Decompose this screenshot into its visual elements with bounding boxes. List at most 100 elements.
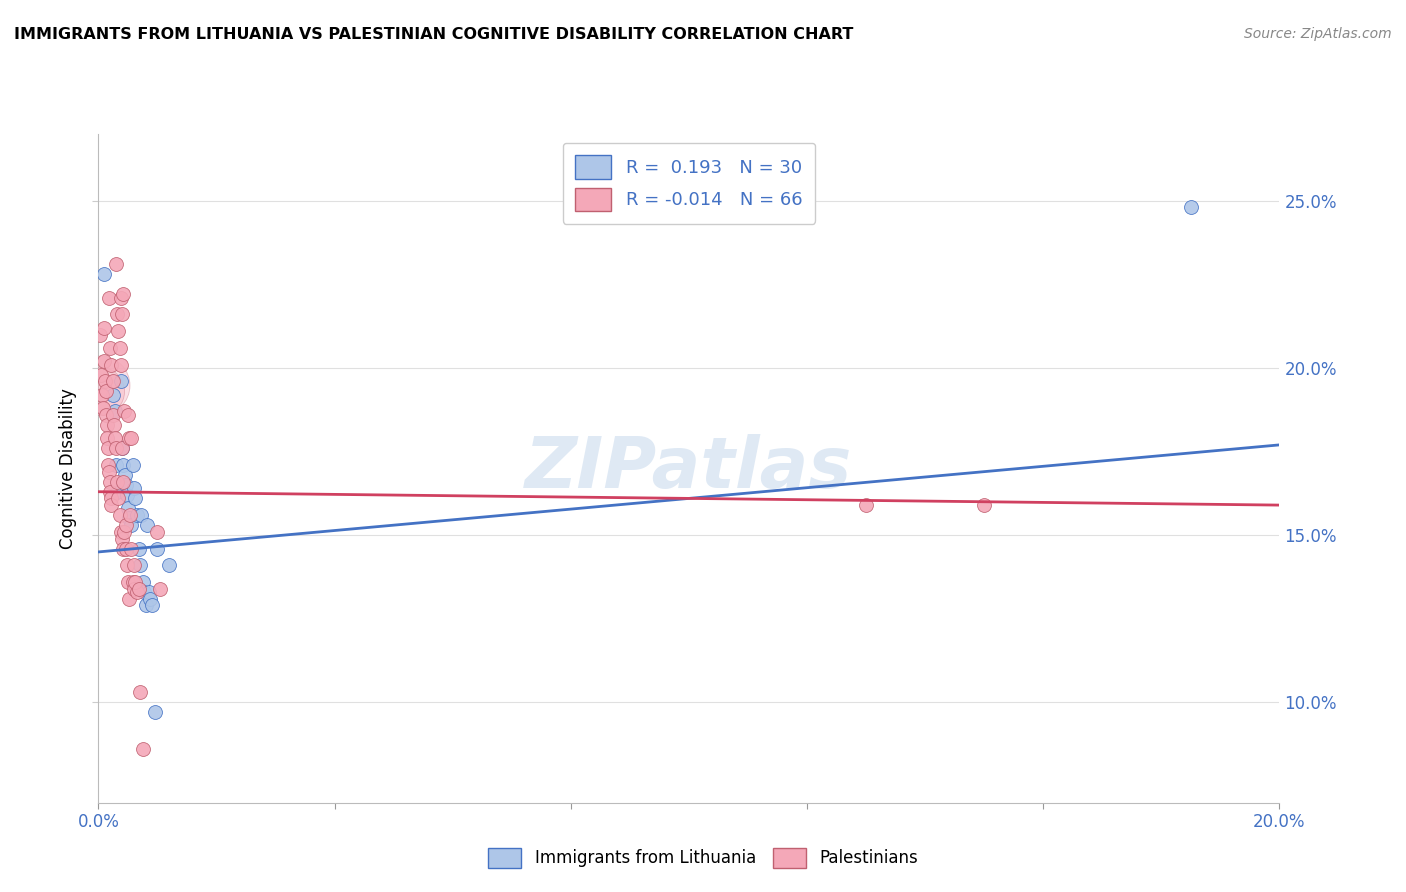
Y-axis label: Cognitive Disability: Cognitive Disability	[59, 388, 77, 549]
Point	[105, 475, 128, 489]
Point	[90, 368, 112, 382]
Legend: Immigrants from Lithuania, Palestinians: Immigrants from Lithuania, Palestinians	[481, 841, 925, 875]
Point	[100, 491, 122, 506]
Point	[105, 484, 128, 499]
Point	[128, 685, 150, 699]
Point	[112, 287, 135, 301]
Point	[125, 508, 148, 523]
Point	[93, 321, 115, 335]
Point	[105, 307, 128, 322]
Point	[135, 599, 157, 613]
Point	[120, 431, 142, 445]
Point	[93, 268, 115, 282]
Point	[146, 524, 169, 539]
Point	[135, 518, 157, 533]
Point	[100, 498, 122, 512]
Point	[132, 575, 155, 590]
Point	[103, 388, 125, 402]
Point	[96, 417, 118, 432]
Point	[108, 341, 131, 355]
Point	[107, 491, 129, 506]
Point	[98, 475, 121, 489]
Point	[89, 327, 111, 342]
Point	[107, 324, 129, 338]
Point	[128, 558, 150, 573]
Point	[121, 541, 143, 556]
Point	[110, 375, 132, 389]
Text: IMMIGRANTS FROM LITHUANIA VS PALESTINIAN COGNITIVE DISABILITY CORRELATION CHART: IMMIGRANTS FROM LITHUANIA VS PALESTINIAN…	[14, 27, 853, 42]
Point	[124, 575, 146, 590]
Point	[115, 558, 138, 573]
Point	[112, 541, 135, 556]
Point	[97, 458, 120, 472]
Point	[91, 401, 114, 416]
Point	[128, 541, 150, 556]
Point	[101, 375, 124, 389]
Point	[117, 575, 139, 590]
Point	[973, 498, 995, 512]
Point	[98, 484, 121, 499]
Point	[104, 431, 127, 445]
Point	[103, 417, 125, 432]
Point	[129, 508, 152, 523]
Point	[115, 478, 138, 492]
Point	[118, 431, 141, 445]
Point	[110, 358, 132, 372]
Point	[94, 384, 117, 399]
Point	[89, 384, 111, 399]
Point	[96, 431, 118, 445]
Point	[98, 341, 121, 355]
Point	[105, 458, 128, 472]
Point	[117, 501, 139, 516]
Legend: R =  0.193   N = 30, R = -0.014   N = 66: R = 0.193 N = 30, R = -0.014 N = 66	[562, 143, 815, 224]
Point	[114, 518, 136, 533]
Text: ZIPatlas: ZIPatlas	[526, 434, 852, 503]
Point	[112, 458, 135, 472]
Point	[91, 388, 114, 402]
Point	[139, 591, 162, 606]
Point	[117, 591, 139, 606]
Point	[111, 307, 134, 322]
Point	[146, 541, 169, 556]
Point	[89, 377, 111, 392]
Point	[111, 442, 134, 456]
Text: Source: ZipAtlas.com: Source: ZipAtlas.com	[1244, 27, 1392, 41]
Point	[122, 558, 145, 573]
Point	[115, 488, 138, 502]
Point	[141, 599, 163, 613]
Point	[157, 558, 180, 573]
Point	[855, 498, 877, 512]
Point	[149, 582, 172, 596]
Point	[143, 706, 166, 720]
Point	[111, 532, 134, 546]
Point	[93, 354, 115, 368]
Point	[98, 465, 121, 479]
Point	[128, 582, 150, 596]
Point	[97, 442, 120, 456]
Point	[122, 482, 145, 496]
Point	[112, 404, 135, 418]
Point	[120, 508, 142, 523]
Point	[1180, 201, 1202, 215]
Point	[118, 511, 141, 525]
Point	[112, 524, 135, 539]
Point	[104, 404, 127, 418]
Point	[134, 585, 156, 599]
Point	[111, 442, 134, 456]
Point	[105, 442, 128, 456]
Point	[105, 257, 128, 271]
Point	[120, 518, 142, 533]
Point	[98, 291, 121, 305]
Point	[100, 358, 122, 372]
Point	[121, 575, 143, 590]
Point	[125, 585, 148, 599]
Point	[112, 475, 135, 489]
Point	[108, 508, 131, 523]
Point	[114, 468, 136, 483]
Point	[124, 491, 146, 506]
Point	[103, 408, 125, 422]
Point	[110, 291, 132, 305]
Point	[117, 408, 139, 422]
Point	[132, 742, 155, 756]
Point	[94, 375, 117, 389]
